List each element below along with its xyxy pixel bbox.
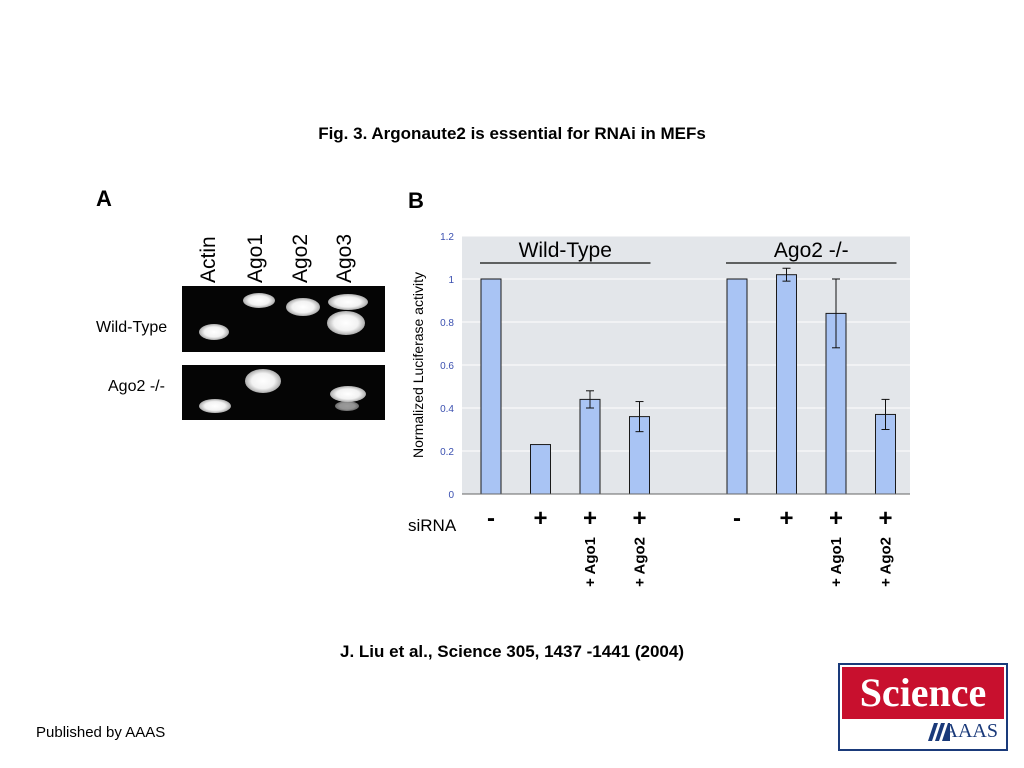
rescue-label: + Ago1 [582, 537, 599, 587]
luciferase-bar-chart: 0 0.2 0.4 0.6 0.8 1 1.2 Normalized Luciferase a… [408, 232, 910, 587]
group-label: Ago2 -/- [774, 239, 849, 262]
gel-band [328, 294, 368, 310]
sirna-row-label: siRNA [408, 516, 457, 535]
gel-band [245, 369, 281, 393]
aaas-text: AAAS [943, 720, 998, 742]
figure-title: Fig. 3. Argonaute2 is essential for RNAi… [318, 124, 706, 143]
y-tick-label: 0.8 [440, 318, 454, 329]
science-logo: Science AAAS [838, 663, 1008, 751]
y-tick-label: 0 [448, 490, 454, 501]
panel-a-letter: A [96, 186, 112, 211]
lane-label-ago2: Ago2 [289, 233, 312, 283]
rescue-label: + Ago2 [632, 537, 649, 587]
y-tick-label: 0.6 [440, 361, 454, 372]
citation: J. Liu et al., Science 305, 1437 -1441 (… [340, 642, 684, 661]
publisher-text: Published by AAAS [36, 724, 166, 741]
science-logo-wordmark: Science [842, 667, 1004, 719]
sirna-sign: + [583, 505, 597, 532]
sirna-sign: + [878, 505, 892, 532]
bar [579, 398, 601, 495]
row-label-ago2-ko: Ago2 -/- [108, 378, 165, 395]
sirna-sign: + [779, 505, 793, 532]
lane-label-ago3: Ago3 [333, 233, 356, 283]
rescue-label: + Ago2 [878, 537, 895, 587]
y-tick-label: 1.2 [440, 232, 454, 243]
gel-band [327, 311, 365, 335]
aaas-mark-icon [928, 723, 950, 741]
gel-band [199, 324, 229, 340]
rescue-label: + Ago1 [828, 537, 845, 587]
bar [776, 274, 797, 495]
y-axis-label: Normalized Luciferase activity [410, 272, 426, 458]
panel-b-letter: B [408, 188, 424, 213]
sirna-sign: + [829, 505, 843, 532]
gel-band [243, 293, 275, 308]
sirna-sign: + [533, 505, 547, 532]
gel-wild-type [182, 286, 385, 352]
gel-band [335, 401, 359, 411]
bar [530, 444, 551, 495]
lane-label-ago1: Ago1 [244, 233, 267, 283]
sirna-sign: + [632, 505, 646, 532]
y-tick-label: 1 [448, 275, 454, 286]
row-label-wild-type: Wild-Type [96, 319, 168, 336]
bar [480, 278, 502, 495]
sirna-sign: - [487, 505, 495, 532]
gel-band [330, 386, 366, 402]
bar [726, 278, 748, 495]
y-tick-label: 0.4 [440, 404, 454, 415]
gel-band [199, 399, 231, 413]
sirna-sign: - [733, 505, 741, 532]
lane-label-actin: Actin [197, 236, 220, 283]
y-tick-label: 0.2 [440, 447, 454, 458]
group-label: Wild-Type [519, 239, 612, 262]
gel-band [286, 298, 320, 316]
gel-ago2-ko [182, 365, 385, 420]
